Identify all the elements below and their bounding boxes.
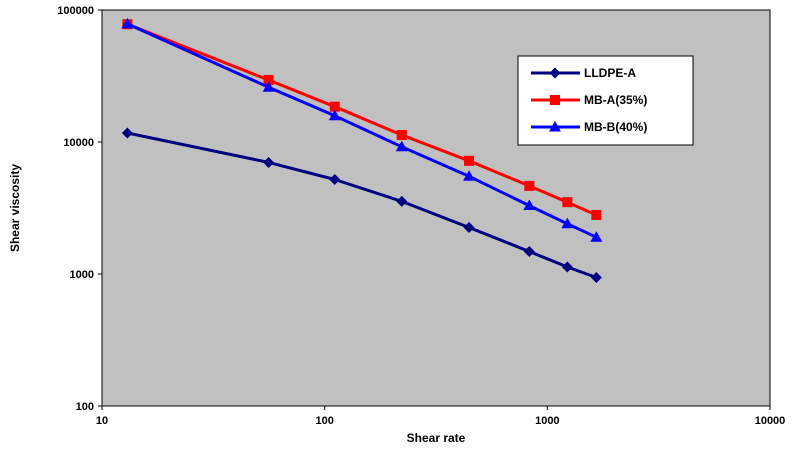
data-point — [463, 222, 475, 234]
legend-marker — [549, 67, 561, 79]
y-axis-ticks: 100 1000 10000 100000 — [57, 5, 102, 413]
x-tick-label: 1000 — [535, 415, 559, 427]
data-point — [561, 217, 574, 229]
data-point — [328, 109, 341, 121]
data-point — [329, 101, 340, 112]
x-tick-label: 10 — [96, 415, 108, 427]
data-point — [562, 197, 573, 208]
data-point — [263, 156, 275, 168]
series-layer — [121, 17, 603, 284]
legend-label: MB-A(35%) — [584, 93, 647, 107]
data-point — [463, 170, 476, 181]
y-tick-label: 100000 — [57, 5, 94, 17]
data-point — [464, 155, 475, 166]
y-tick-label: 100 — [76, 401, 94, 413]
series-line — [126, 22, 597, 217]
data-point — [591, 209, 602, 220]
legend-item: MB-B(40%) — [531, 120, 647, 134]
legend-item: LLDPE-A — [531, 66, 636, 80]
data-point — [523, 199, 536, 211]
data-point — [121, 17, 134, 29]
legend-items: LLDPE-A MB-A(35%) MB-B(40%) — [531, 66, 647, 134]
x-tick-label: 10000 — [755, 415, 786, 427]
series-MB-A(35%) — [122, 19, 602, 220]
series-LLDPE-A — [121, 127, 602, 284]
data-point — [396, 195, 408, 207]
data-point — [263, 74, 274, 85]
legend-marker — [549, 121, 561, 132]
legend-item: MB-A(35%) — [531, 93, 647, 107]
legend-label: LLDPE-A — [584, 66, 636, 80]
x-axis-title: Shear rate — [407, 431, 466, 445]
legend-marker — [550, 95, 560, 105]
data-point — [524, 180, 535, 191]
series-line — [127, 131, 597, 279]
data-point — [561, 261, 573, 273]
data-point — [396, 129, 407, 140]
data-point — [121, 127, 133, 139]
data-point — [523, 246, 535, 258]
data-point — [395, 140, 408, 152]
legend: LLDPE-A MB-A(35%) MB-B(40%) — [517, 55, 694, 146]
data-point — [590, 231, 603, 242]
data-point — [262, 81, 275, 92]
data-point — [329, 173, 341, 185]
legend-label: MB-B(40%) — [584, 120, 647, 134]
y-tick-label: 10000 — [63, 137, 94, 149]
y-axis-title: Shear viscosity — [8, 164, 22, 252]
x-axis-ticks: 10 100 1000 10000 — [96, 406, 785, 427]
series-MB-B(40%) — [121, 17, 603, 242]
series-line — [126, 22, 597, 239]
data-point — [590, 272, 602, 284]
y-tick-label: 1000 — [70, 269, 94, 281]
x-tick-label: 100 — [315, 415, 333, 427]
